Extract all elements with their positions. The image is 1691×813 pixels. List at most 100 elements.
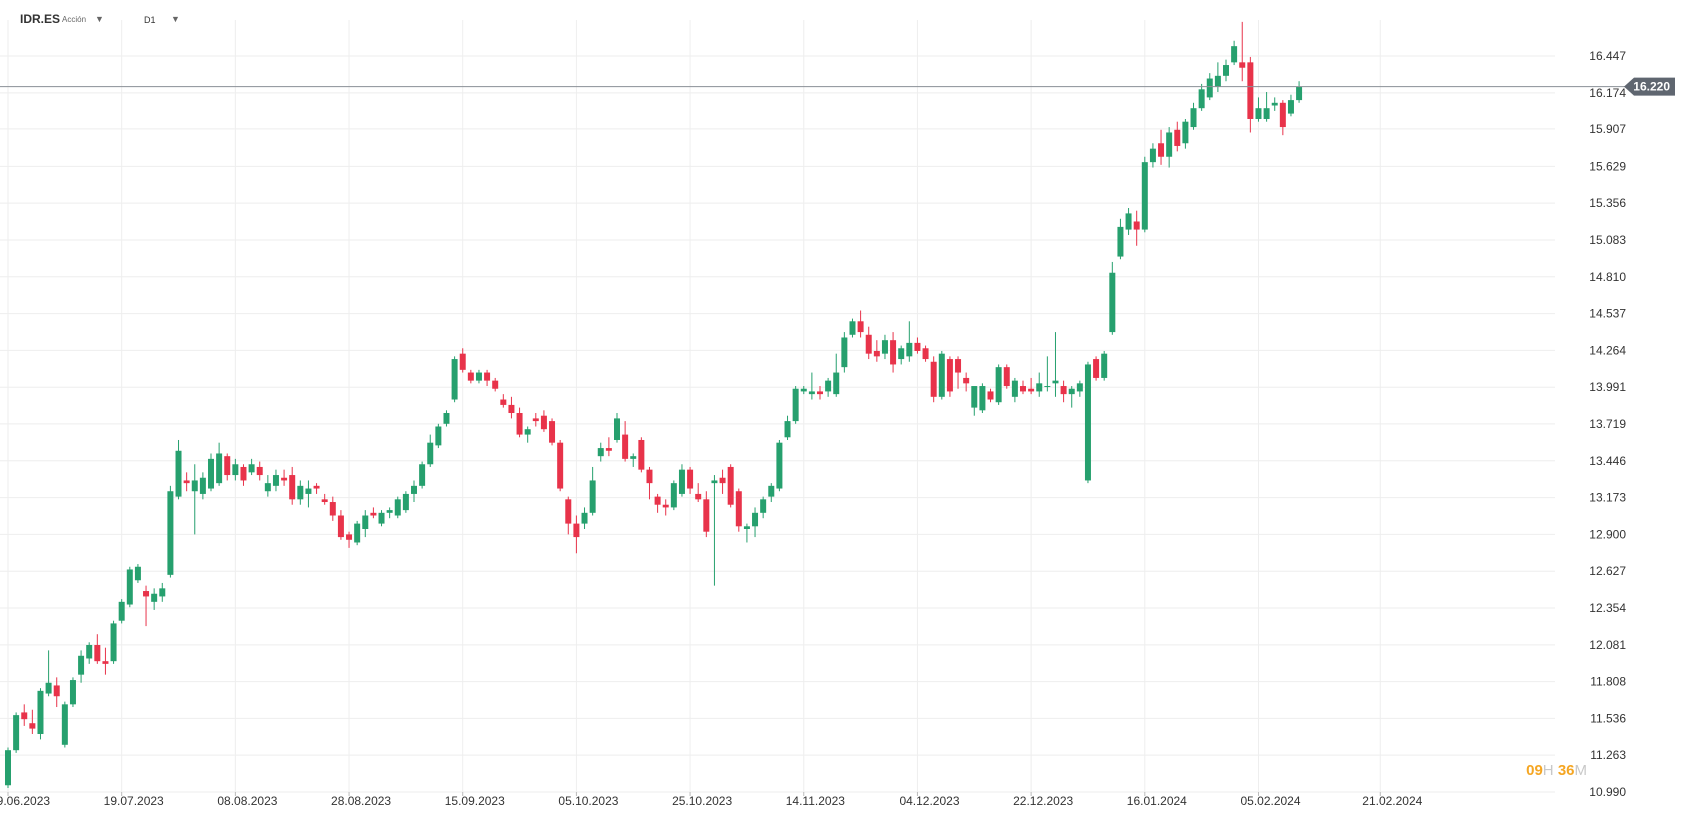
candle[interactable] [1239, 21, 1246, 82]
candle[interactable] [435, 423, 442, 449]
candle[interactable] [524, 426, 531, 443]
candle[interactable] [256, 461, 263, 481]
candle[interactable] [906, 321, 913, 362]
candle[interactable] [881, 334, 888, 360]
candle[interactable] [589, 466, 596, 516]
candle[interactable] [703, 491, 710, 538]
timeframe-dropdown-caret-icon[interactable]: ▼ [171, 14, 180, 24]
candle[interactable] [61, 701, 68, 748]
candle[interactable] [922, 345, 929, 362]
candle[interactable] [1003, 364, 1010, 389]
candle[interactable] [1117, 218, 1124, 260]
candle[interactable] [110, 620, 117, 664]
candle[interactable] [1247, 56, 1254, 133]
candle[interactable] [1011, 377, 1018, 403]
candle[interactable] [175, 439, 182, 500]
candle[interactable] [1231, 40, 1238, 66]
candle[interactable] [979, 383, 986, 414]
candle[interactable] [817, 386, 823, 400]
candle[interactable] [873, 340, 880, 362]
candle[interactable] [394, 496, 401, 519]
candle[interactable] [167, 485, 174, 578]
candle[interactable] [971, 386, 978, 416]
candle[interactable] [1182, 118, 1189, 149]
candle[interactable] [662, 499, 669, 516]
candle[interactable] [719, 469, 726, 494]
candle[interactable] [930, 356, 937, 403]
candle[interactable] [329, 496, 336, 521]
candle[interactable] [1279, 100, 1286, 136]
candle[interactable] [614, 413, 620, 443]
candle[interactable] [94, 634, 101, 664]
candle[interactable] [224, 453, 231, 481]
candle[interactable] [678, 464, 685, 497]
candle[interactable] [500, 394, 507, 408]
candle[interactable] [337, 510, 344, 540]
candle[interactable] [321, 493, 328, 505]
candle[interactable] [53, 677, 60, 708]
candle[interactable] [995, 364, 1002, 405]
candle[interactable] [1133, 210, 1140, 246]
candle[interactable] [825, 377, 832, 397]
candle[interactable] [630, 453, 637, 467]
candle[interactable] [622, 421, 629, 462]
candle[interactable] [232, 458, 239, 481]
candle[interactable] [86, 642, 93, 664]
candle[interactable] [865, 326, 872, 360]
candle[interactable] [78, 650, 85, 683]
candle[interactable] [1109, 261, 1116, 335]
candle[interactable] [1214, 62, 1221, 93]
candle[interactable] [808, 372, 815, 400]
candle[interactable] [411, 480, 417, 503]
candle[interactable] [151, 588, 158, 610]
candle[interactable] [451, 356, 458, 403]
candle[interactable] [1271, 97, 1278, 111]
candle[interactable] [735, 488, 742, 532]
candle[interactable] [1223, 59, 1229, 82]
candle[interactable] [1263, 92, 1270, 122]
candle[interactable] [1190, 102, 1197, 130]
candle[interactable] [1255, 97, 1262, 122]
candle[interactable] [841, 332, 848, 373]
candle[interactable] [21, 704, 28, 726]
candle[interactable] [419, 461, 426, 489]
candle[interactable] [695, 483, 702, 503]
candle[interactable] [1141, 156, 1148, 233]
candle[interactable] [1028, 377, 1035, 395]
candle[interactable] [1060, 380, 1067, 403]
candle[interactable] [654, 493, 661, 513]
candle[interactable] [297, 480, 304, 505]
candle[interactable] [272, 469, 279, 492]
candle[interactable] [938, 350, 945, 400]
candle[interactable] [1052, 332, 1059, 397]
candle[interactable] [557, 439, 564, 492]
candle[interactable] [987, 388, 994, 403]
candle[interactable] [248, 458, 255, 476]
candle[interactable] [573, 515, 580, 554]
candle[interactable] [833, 353, 840, 397]
candle[interactable] [1174, 121, 1181, 152]
candle[interactable] [45, 650, 52, 697]
candle[interactable] [1287, 94, 1294, 117]
candle[interactable] [1125, 208, 1132, 235]
timeframe-selector[interactable]: D1 [144, 15, 156, 25]
candle[interactable] [898, 345, 905, 365]
candle[interactable] [549, 418, 556, 446]
candle[interactable] [443, 410, 450, 427]
candle[interactable] [1036, 372, 1043, 397]
candle[interactable] [784, 415, 791, 440]
candle[interactable] [159, 582, 166, 602]
candle[interactable] [711, 475, 718, 586]
candle[interactable] [29, 709, 36, 735]
candle[interactable] [743, 523, 750, 543]
candle[interactable] [532, 413, 539, 427]
candle[interactable] [118, 599, 125, 624]
candle[interactable] [955, 356, 962, 389]
candle[interactable] [354, 520, 361, 546]
candle[interactable] [5, 747, 11, 788]
candle[interactable] [890, 332, 897, 373]
candle[interactable] [362, 510, 369, 538]
candle[interactable] [792, 386, 799, 424]
candle[interactable] [727, 464, 734, 508]
candle[interactable] [313, 483, 320, 494]
